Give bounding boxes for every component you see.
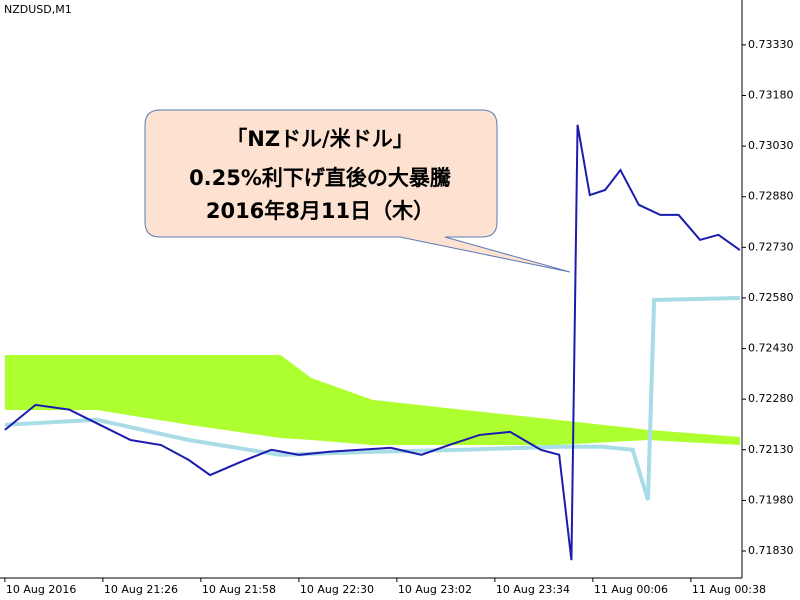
symbol-label: NZDUSD,M1 — [4, 3, 72, 16]
callout-text: 0.25%利下げ直後の大暴騰 — [189, 166, 452, 190]
base-line — [4, 295, 740, 501]
y-tick-label: 0.72580 — [748, 291, 794, 304]
x-tick-label: 10 Aug 22:30 — [300, 583, 374, 596]
y-tick-label: 0.73030 — [748, 139, 794, 152]
x-tick-label: 11 Aug 00:06 — [594, 583, 668, 596]
callout-text: 2016年8月11日（木） — [206, 199, 434, 223]
y-tick-label: 0.72730 — [748, 240, 794, 253]
x-tick-label: 10 Aug 21:26 — [104, 583, 178, 596]
x-tick-label: 10 Aug 23:34 — [496, 583, 570, 596]
price-line — [4, 124, 741, 561]
plot-area — [4, 124, 741, 561]
y-tick-label: 0.72430 — [748, 342, 794, 355]
x-tick-label: 10 Aug 23:02 — [398, 583, 472, 596]
callout-text: 「NZドル/米ドル」 — [226, 127, 413, 151]
y-tick-label: 0.73330 — [748, 38, 794, 51]
y-tick-label: 0.72880 — [748, 190, 794, 203]
cloud — [4, 354, 740, 446]
x-tick-label: 11 Aug 00:38 — [692, 583, 766, 596]
y-tick-label: 0.72130 — [748, 443, 794, 456]
y-tick-label: 0.72280 — [748, 392, 794, 405]
callout — [144, 109, 571, 273]
y-tick-label: 0.71980 — [748, 493, 794, 506]
x-tick-label: 10 Aug 2016 — [6, 583, 76, 596]
x-tick-label: 10 Aug 21:58 — [202, 583, 276, 596]
y-tick-label: 0.73180 — [748, 88, 794, 101]
y-tick-label: 0.71830 — [748, 544, 794, 557]
